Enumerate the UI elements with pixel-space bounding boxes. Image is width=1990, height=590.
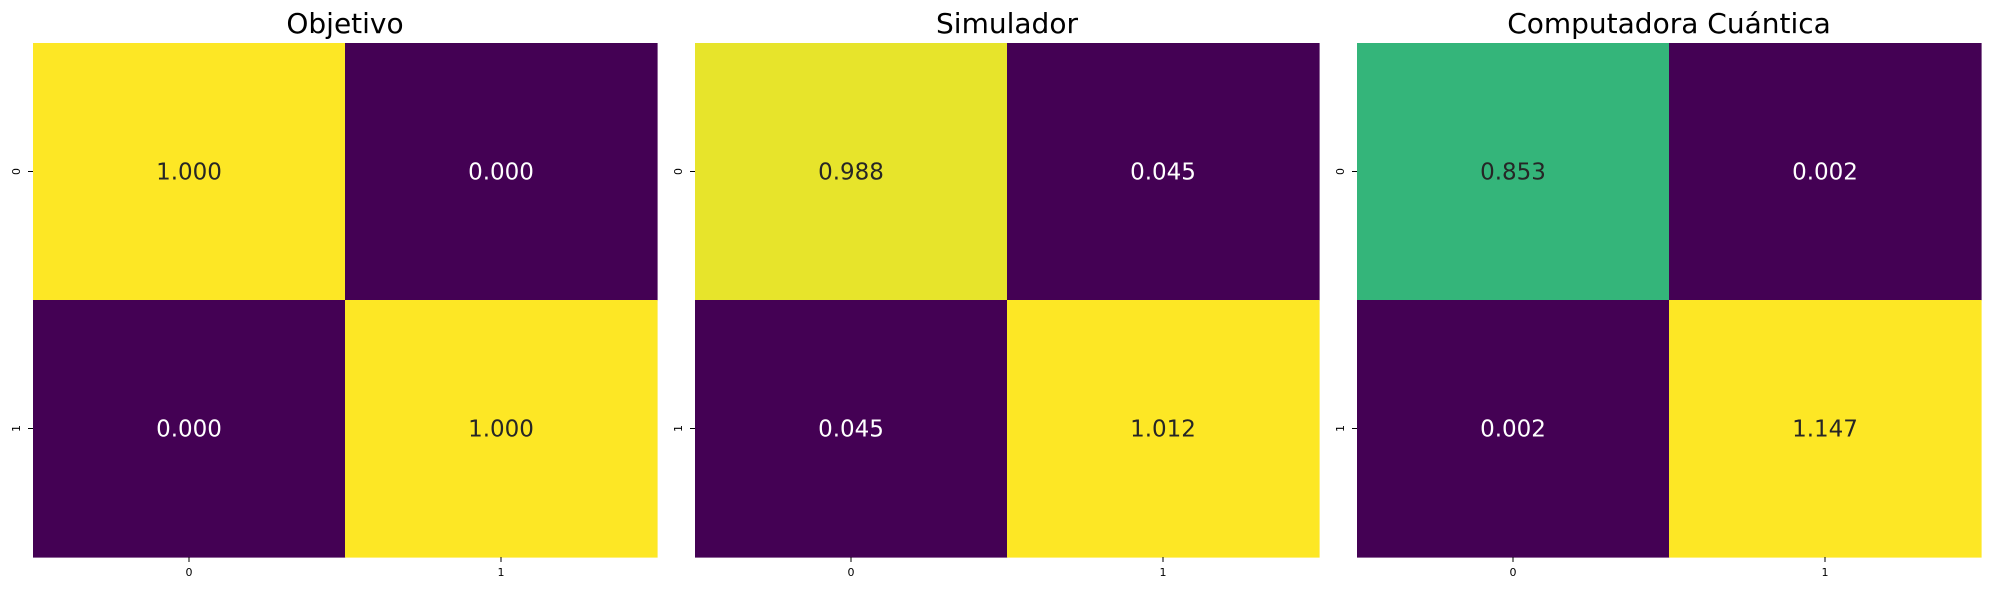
cell-value-label: 0.045	[1130, 160, 1196, 186]
heatmap-cell	[1669, 300, 1982, 558]
cell-value-label: 1.147	[1792, 417, 1858, 443]
cell-value-label: 0.000	[156, 417, 222, 443]
panel-title-computadora-cuantica: Computadora Cuántica	[1507, 7, 1831, 40]
heatmap-panel-objetivo: Objetivo 1.000 0.000 0.000 1.000 0 1 0 1	[10, 7, 658, 579]
heatmap-cell	[1007, 43, 1320, 301]
heatmap-cell	[1007, 300, 1320, 558]
y-tick-label: 0	[672, 168, 685, 175]
heatmap-cell	[1357, 43, 1670, 301]
cell-value-label: 0.002	[1792, 160, 1858, 186]
cell-value-label: 0.000	[468, 160, 534, 186]
cell-value-label: 0.853	[1480, 160, 1546, 186]
heatmap-cell	[695, 43, 1008, 301]
cell-value-label: 0.045	[818, 417, 884, 443]
x-tick-label: 0	[186, 566, 193, 579]
cell-value-label: 0.988	[818, 160, 884, 186]
y-tick-label: 1	[672, 425, 685, 432]
cell-value-label: 1.000	[468, 417, 534, 443]
heatmap-cell	[33, 43, 346, 301]
heatmap-cell	[695, 300, 1008, 558]
x-tick-label: 0	[1510, 566, 1517, 579]
heatmap-cell	[345, 43, 658, 301]
y-tick-label: 0	[1334, 168, 1347, 175]
cell-value-label: 0.002	[1480, 417, 1546, 443]
heatmap-cell	[345, 300, 658, 558]
heatmap-cell	[1669, 43, 1982, 301]
x-tick-label: 1	[1822, 566, 1829, 579]
x-tick-label: 0	[848, 566, 855, 579]
heatmap-cell	[1357, 300, 1670, 558]
heatmap-panel-computadora-cuantica: Computadora Cuántica 0.853 0.002 0.002 1.14…	[1334, 7, 1982, 579]
panel-title-objetivo: Objetivo	[286, 7, 403, 40]
panel-title-simulador: Simulador	[936, 7, 1078, 40]
y-tick-label: 1	[10, 425, 23, 432]
heatmap-panel-simulador: Simulador 0.988 0.045 0.045 1.012 0 1 0 1	[672, 7, 1320, 579]
cell-value-label: 1.000	[156, 160, 222, 186]
y-tick-label: 0	[10, 168, 23, 175]
heatmap-cell	[33, 300, 346, 558]
x-tick-label: 1	[498, 566, 505, 579]
cell-value-label: 1.012	[1130, 417, 1196, 443]
x-tick-label: 1	[1160, 566, 1167, 579]
y-tick-label: 1	[1334, 425, 1347, 432]
